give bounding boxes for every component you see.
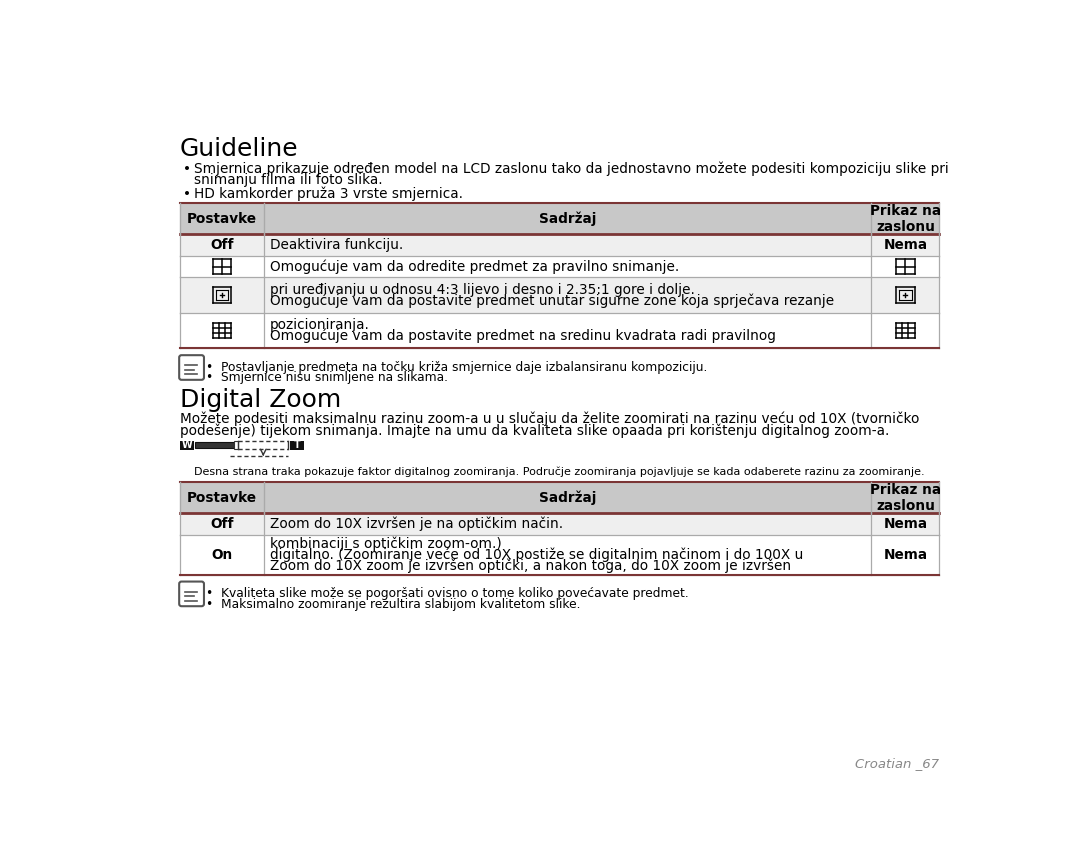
Text: Postavke: Postavke <box>187 212 257 226</box>
Bar <box>180 312 940 348</box>
Text: Nema: Nema <box>883 548 928 562</box>
Text: Omogućuje vam da postavite predmet na sredinu kvadrata radi pravilnog: Omogućuje vam da postavite predmet na sr… <box>270 329 775 343</box>
Text: Croatian _67: Croatian _67 <box>855 757 940 770</box>
Text: Off: Off <box>210 238 233 252</box>
FancyBboxPatch shape <box>179 582 204 606</box>
Text: Deaktivira funkciju.: Deaktivira funkciju. <box>270 238 403 252</box>
Bar <box>180 535 940 575</box>
Text: Digital Zoom: Digital Zoom <box>180 388 341 412</box>
Bar <box>180 483 940 513</box>
Bar <box>180 256 940 278</box>
Text: Sadržaj: Sadržaj <box>539 212 596 227</box>
Text: HD kamkorder pruža 3 vrste smjernica.: HD kamkorder pruža 3 vrste smjernica. <box>194 187 463 201</box>
Text: Prikaz na
zaslonu: Prikaz na zaslonu <box>869 483 941 513</box>
Text: •  Postavljanje predmeta na točku križa smjernice daje izbalansiranu kompoziciju: • Postavljanje predmeta na točku križa s… <box>206 360 707 373</box>
Text: pozicioniranja.: pozicioniranja. <box>270 319 369 332</box>
Bar <box>195 442 234 449</box>
Bar <box>180 203 940 234</box>
Text: On: On <box>212 548 232 562</box>
Bar <box>180 278 940 312</box>
Text: Sadržaj: Sadržaj <box>539 490 596 505</box>
Text: Prikaz na
zaslonu: Prikaz na zaslonu <box>869 204 941 234</box>
Bar <box>180 513 940 535</box>
Bar <box>234 442 238 449</box>
Text: digitalno. (Zoomiranje veće od 10X postiže se digitalnim načinom i do 100X u: digitalno. (Zoomiranje veće od 10X posti… <box>270 548 804 562</box>
Text: Nema: Nema <box>883 516 928 531</box>
Bar <box>291 441 303 450</box>
Text: snimanju filma ili foto slika.: snimanju filma ili foto slika. <box>194 174 382 187</box>
Text: •  Smjernice nisu snimljene na slikama.: • Smjernice nisu snimljene na slikama. <box>206 372 448 385</box>
Text: •  Kvaliteta slike može se pogoršati ovisno o tome koliko povećavate predmet.: • Kvaliteta slike može se pogoršati ovis… <box>206 587 689 600</box>
Text: Guideline: Guideline <box>180 136 298 161</box>
Text: Desna strana traka pokazuje faktor digitalnog zoomiranja. Područje zoomiranja po: Desna strana traka pokazuje faktor digit… <box>194 467 924 477</box>
Text: Omogućuje vam da odredite predmet za pravilno snimanje.: Omogućuje vam da odredite predmet za pra… <box>270 260 679 274</box>
Text: •  Maksimalno zoomiranje rezultira slabijom kvalitetom slike.: • Maksimalno zoomiranje rezultira slabij… <box>206 598 581 611</box>
Text: pri uređivanju u odnosu 4:3 lijevo i desno i 2.35:1 gore i dolje.: pri uređivanju u odnosu 4:3 lijevo i des… <box>270 283 694 297</box>
Bar <box>180 234 940 256</box>
Text: T: T <box>294 440 300 450</box>
Text: Postavke: Postavke <box>187 490 257 504</box>
Text: •: • <box>183 162 191 176</box>
Text: Off: Off <box>210 516 233 531</box>
Text: kombinaciji s optičkim zoom-om.): kombinaciji s optičkim zoom-om.) <box>270 536 501 551</box>
Bar <box>180 441 194 450</box>
FancyBboxPatch shape <box>179 355 204 380</box>
Text: Zoom do 10X zoom je izvršen optički, a nakon toga, do 10X zoom je izvršen: Zoom do 10X zoom je izvršen optički, a n… <box>270 558 791 573</box>
Text: Nema: Nema <box>883 238 928 252</box>
Text: podešenje) tijekom snimanja. Imajte na umu da kvaliteta slike opaada pri korište: podešenje) tijekom snimanja. Imajte na u… <box>180 424 889 438</box>
Text: Smjernica prikazuje određen model na LCD zaslonu tako da jednostavno možete pode: Smjernica prikazuje određen model na LCD… <box>194 162 948 176</box>
Text: Zoom do 10X izvršen je na optičkim način.: Zoom do 10X izvršen je na optičkim način… <box>270 516 563 531</box>
Text: Možete podesiti maksimalnu razinu zoom-a u u slučaju da želite zoomirati na razi: Možete podesiti maksimalnu razinu zoom-a… <box>180 411 919 426</box>
Text: Omogućuje vam da postavite predmet unutar sigurne zone koja sprječava rezanje: Omogućuje vam da postavite predmet unuta… <box>270 293 834 308</box>
Text: •: • <box>183 187 191 201</box>
Text: W: W <box>181 440 192 450</box>
